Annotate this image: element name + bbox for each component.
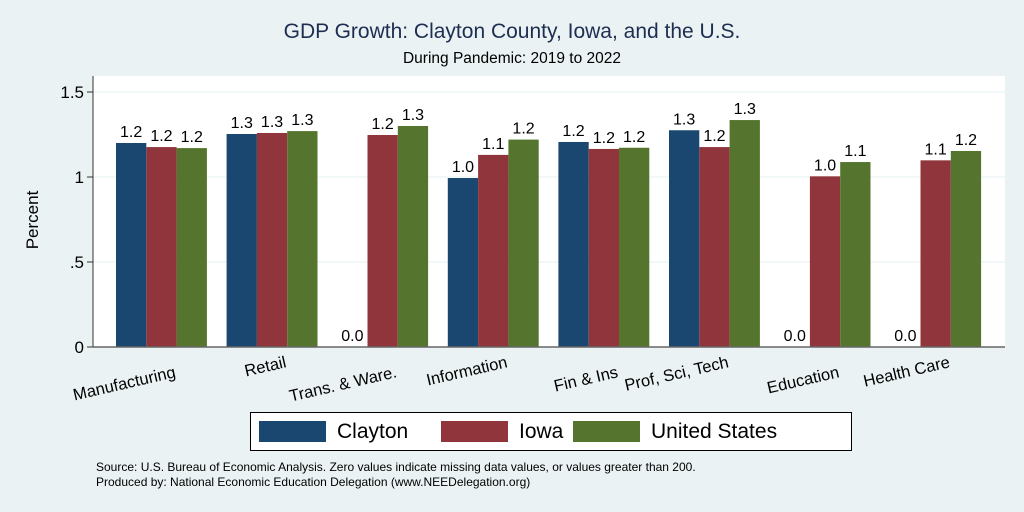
bar-clayton <box>447 178 479 347</box>
bar-iowa <box>367 135 398 347</box>
bar-united-states <box>729 120 760 347</box>
bar-iowa <box>699 147 730 347</box>
bar-clayton <box>669 130 700 347</box>
bar-value-label: 1.1 <box>482 136 504 153</box>
bar-iowa <box>920 160 951 347</box>
y-tick-label: 1.5 <box>60 83 84 102</box>
bar-value-label: 1.2 <box>120 124 142 141</box>
bar-iowa <box>478 154 509 347</box>
y-tick-label: .5 <box>70 253 84 272</box>
y-tick-label: 0 <box>75 338 84 357</box>
bar-value-label: 0.0 <box>894 328 916 345</box>
legend: Clayton Iowa United States <box>250 412 852 451</box>
bar-value-label: 0.0 <box>784 328 806 345</box>
legend-item-united-states: United States <box>573 413 777 450</box>
bar-value-label: 1.2 <box>512 121 534 138</box>
legend-swatch-united-states <box>573 421 640 442</box>
bar-clayton <box>558 141 589 347</box>
x-tick-label: Prof, Sci, Tech <box>623 353 730 394</box>
bar-value-label: 1.0 <box>452 159 474 176</box>
bar-value-label: 1.3 <box>291 112 313 129</box>
bar-united-states <box>619 147 650 347</box>
legend-item-iowa: Iowa <box>441 413 563 450</box>
bar-value-label: 1.0 <box>814 157 836 174</box>
bars <box>116 120 982 347</box>
y-ticks: 0 .5 1 1.5 <box>60 83 93 357</box>
x-tick-labels: Manufacturing Retail Trans. & Ware. Informa… <box>71 353 951 405</box>
x-tick-label: Health Care <box>862 353 952 390</box>
bar-value-label: 0.0 <box>341 328 363 345</box>
bar-iowa <box>146 147 177 347</box>
y-tick-label: 1 <box>75 168 84 187</box>
legend-label-clayton: Clayton <box>337 419 409 443</box>
source-note: Source: U.S. Bureau of Economic Analysis… <box>96 460 696 474</box>
bar-iowa <box>809 176 841 347</box>
bar-iowa <box>256 132 288 347</box>
bar-united-states <box>508 139 539 347</box>
legend-label-iowa: Iowa <box>519 419 564 443</box>
legend-swatch-clayton <box>259 421 326 442</box>
x-tick-label: Fin & Ins <box>552 363 619 395</box>
bar-value-label: 1.3 <box>402 107 424 124</box>
chart-title: GDP Growth: Clayton County, Iowa, and th… <box>283 20 741 43</box>
bar-clayton <box>116 143 147 347</box>
x-tick-label: Retail <box>243 353 288 380</box>
bar-value-label: 1.1 <box>844 143 866 160</box>
legend-label-united-states: United States <box>651 419 778 443</box>
x-tick-label: Education <box>765 363 841 397</box>
bar-value-labels: 1.2 1.2 1.2 1.3 1.3 1.3 0.0 1.2 1.3 1.0 1.1 1.2 1.2 1… <box>120 101 977 345</box>
produced-by-note: Produced by: National Economic Education… <box>96 475 531 489</box>
bar-value-label: 1.1 <box>925 141 947 158</box>
bar-value-label: 1.2 <box>181 129 203 146</box>
bar-value-label: 1.3 <box>734 101 756 118</box>
bar-iowa <box>588 148 619 347</box>
legend-item-clayton: Clayton <box>259 413 408 450</box>
legend-swatch-iowa <box>441 421 508 442</box>
bar-united-states <box>397 126 429 347</box>
bar-value-label: 1.3 <box>673 111 695 128</box>
y-axis-label: Percent <box>23 190 42 249</box>
x-tick-label: Manufacturing <box>71 363 177 404</box>
bar-united-states <box>950 150 982 347</box>
bar-value-label: 1.2 <box>703 128 725 145</box>
bar-value-label: 1.2 <box>562 123 584 140</box>
bar-value-label: 1.2 <box>593 130 615 147</box>
bar-united-states <box>176 148 207 347</box>
bar-value-label: 1.2 <box>955 132 977 149</box>
bar-value-label: 1.2 <box>372 116 394 133</box>
chart-subtitle: During Pandemic: 2019 to 2022 <box>402 50 621 67</box>
bar-clayton <box>226 133 257 347</box>
x-tick-label: Trans. & Ware. <box>288 363 399 405</box>
bar-united-states <box>287 131 318 347</box>
bar-value-label: 1.2 <box>623 129 645 146</box>
bar-value-label: 1.3 <box>261 114 283 131</box>
bar-value-label: 1.2 <box>150 128 172 145</box>
bar-united-states <box>840 162 871 347</box>
x-tick-label: Information <box>425 353 509 389</box>
bar-value-label: 1.3 <box>231 115 253 132</box>
